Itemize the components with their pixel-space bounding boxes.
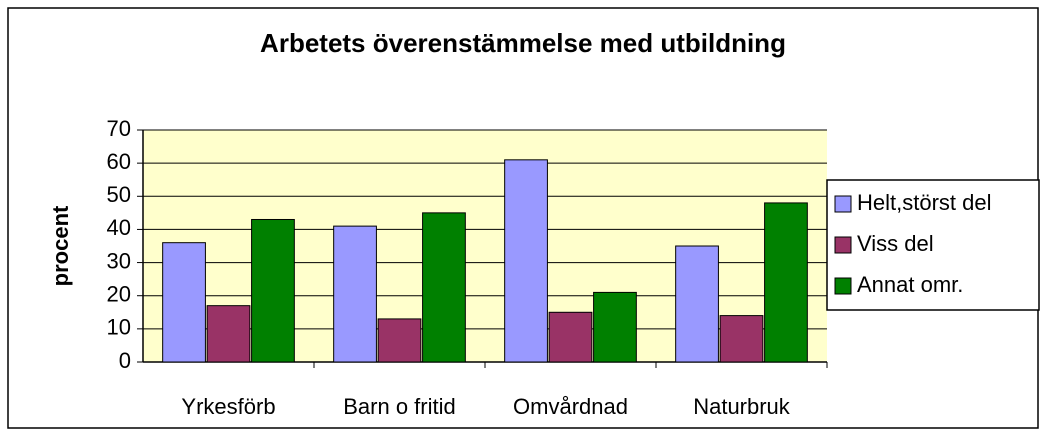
y-tick-label: 10: [107, 315, 131, 340]
x-tick-label: Yrkesförb: [181, 394, 275, 419]
y-tick-label: 0: [119, 348, 131, 373]
bar: [548, 311, 593, 363]
y-tick-label: 50: [107, 182, 131, 207]
y-tick-label: 70: [107, 116, 131, 141]
y-tick-label: 20: [107, 282, 131, 307]
x-tick-label: Omvårdnad: [513, 394, 628, 419]
bar: [422, 212, 466, 363]
legend-label: Viss del: [857, 231, 934, 256]
x-tick-label: Naturbruk: [693, 394, 791, 419]
legend-label: Helt,störst del: [857, 190, 992, 215]
bar: [377, 318, 422, 363]
bar: [206, 305, 251, 363]
bar: [251, 218, 295, 363]
legend-box: [826, 179, 1040, 311]
y-tick-label: 40: [107, 215, 131, 240]
y-tick-label: 60: [107, 149, 131, 174]
bar: [764, 202, 808, 363]
bar: [675, 245, 719, 363]
bar: [333, 225, 377, 363]
bar: [504, 159, 548, 363]
x-tick-label: Barn o fritid: [343, 394, 456, 419]
legend-label: Annat omr.: [857, 272, 963, 297]
y-axis-label: procent: [48, 205, 73, 286]
chart-title: Arbetets överenstämmelse med utbildning: [260, 28, 786, 58]
bar: [593, 291, 637, 363]
legend-swatch: [834, 236, 852, 254]
bar: [162, 242, 206, 363]
legend-swatch: [834, 277, 852, 295]
y-tick-label: 30: [107, 248, 131, 273]
legend-swatch: [834, 195, 852, 213]
bar: [719, 315, 764, 363]
